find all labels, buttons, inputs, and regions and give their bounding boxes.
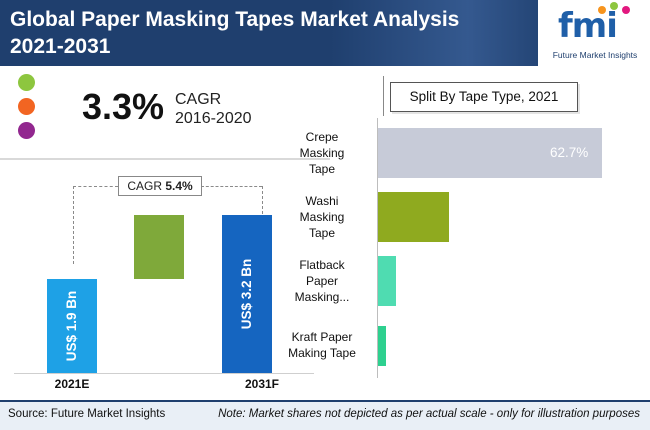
tape-category-line: Crepe (305, 130, 339, 144)
section-divider (0, 158, 330, 160)
green-dot-icon (18, 74, 35, 91)
source-text: Source: Future Market Insights (8, 408, 166, 420)
brand-logo: fmi Future Market Insights (538, 0, 650, 66)
split-marker (383, 76, 384, 116)
y-axis-line (377, 118, 378, 378)
tape-category-line: Tape (308, 162, 336, 176)
tape-category-line: Masking (299, 146, 345, 160)
x-label-2021e: 2021E (54, 377, 90, 391)
tape-category-label: Washi Masking Tape (272, 193, 372, 241)
cagr-bracket-left (73, 186, 74, 264)
note-text: Note: Market shares not depicted as per … (218, 408, 640, 420)
bar-growth (134, 215, 184, 280)
bar-2021e-label: US$ 1.9 Bn (64, 290, 79, 362)
tape-category-line: Flatback (299, 258, 345, 272)
tape-category-line: Tape (308, 226, 336, 240)
split-title: Split By Tape Type, 2021 (390, 82, 578, 112)
historic-cagr-label: CAGR 2016-2020 (175, 90, 252, 128)
logo-dot-icon (622, 6, 630, 14)
footer: Source: Future Market Insights Note: Mar… (0, 400, 650, 430)
x-label-2031f: 2031F (244, 377, 280, 391)
tape-category-line: Washi (305, 194, 339, 208)
tape-category-line: Masking (299, 210, 345, 224)
crepe-share-label: 62.7% (550, 145, 589, 160)
tape-category-label: Crepe Masking Tape (272, 129, 372, 177)
tape-category-line: Kraft Paper (291, 330, 353, 344)
tape-bar-0 (378, 128, 602, 178)
cagr-text: CAGR (175, 91, 222, 108)
bar-2021e (47, 279, 97, 373)
logo-dot-icon (610, 2, 618, 10)
historic-cagr-value: 3.3% (82, 86, 165, 127)
forecast-cagr-box: CAGR 5.4% (118, 176, 202, 196)
title-line-2: 2021-2031 (10, 35, 111, 58)
bar-2031f-label: US$ 3.2 Bn (239, 258, 254, 330)
tape-category-label: Kraft Paper Making Tape (272, 329, 372, 361)
forecast-cagr-value: 5.4% (165, 179, 193, 193)
header-gradient (330, 0, 560, 66)
orange-dot-icon (18, 98, 35, 115)
tape-bar-1 (378, 192, 450, 242)
tape-category-line: Making Tape (288, 346, 356, 360)
page-title: Global Paper Masking Tapes Market Analys… (10, 6, 530, 60)
tape-category-label: Flatback Paper Masking... (272, 257, 372, 305)
logo-text: Future Market Insights (552, 50, 638, 60)
logo-mark: fmi (558, 6, 618, 46)
title-line-1: Global Paper Masking Tapes Market Analys… (10, 8, 460, 31)
purple-dot-icon (18, 122, 35, 139)
bar-2031f (222, 215, 272, 373)
left-baseline (14, 373, 314, 374)
tape-bar-2 (378, 256, 396, 306)
cagr-period: 2016-2020 (175, 110, 252, 127)
cagr-bracket-top (73, 186, 118, 187)
cagr-bracket-right (262, 186, 263, 214)
tape-category-line: Paper (305, 274, 339, 288)
tape-bar-3 (378, 326, 386, 366)
cagr-bracket-top-right (201, 186, 262, 187)
tape-category-line: Masking... (294, 290, 350, 304)
logo-dot-icon (598, 6, 606, 14)
forecast-cagr-label: CAGR (127, 179, 162, 193)
